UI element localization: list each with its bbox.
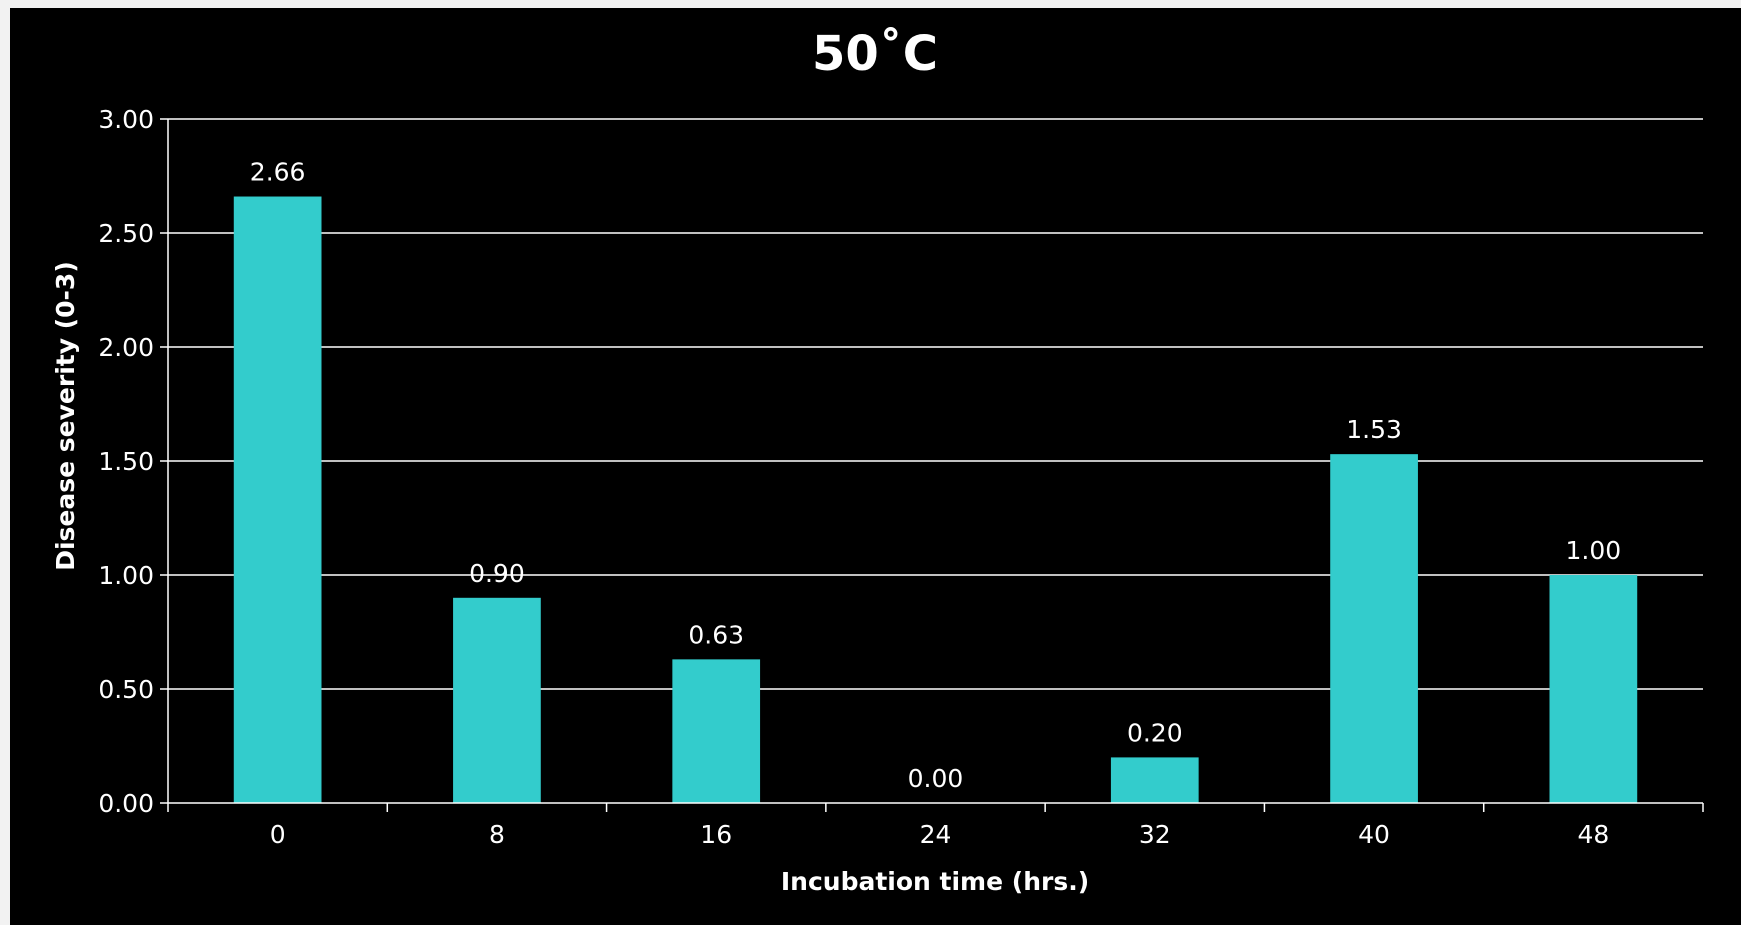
x-axis-title: Incubation time (hrs.) — [781, 867, 1089, 896]
y-axis-title: Disease severity (0-3) — [51, 261, 80, 571]
x-tick-label: 24 — [920, 820, 952, 849]
y-tick-label: 3.00 — [98, 105, 154, 134]
y-tick-label: 1.50 — [98, 447, 154, 476]
bar — [1330, 454, 1418, 803]
x-tick-label: 16 — [700, 820, 732, 849]
x-tick-label: 8 — [489, 820, 505, 849]
bar — [1549, 575, 1638, 803]
data-label: 0.00 — [908, 764, 964, 793]
bar — [453, 597, 541, 803]
y-tick-label: 0.50 — [98, 675, 154, 704]
gridlines — [168, 118, 1703, 690]
data-label: 0.20 — [1127, 718, 1183, 747]
x-tick-label: 32 — [1139, 820, 1171, 849]
x-tick-label: 40 — [1358, 820, 1390, 849]
bar — [672, 659, 761, 803]
chart-frame: 50˚C Disease severity (0-3) Incubation t… — [10, 8, 1741, 925]
data-label: 1.53 — [1346, 415, 1402, 444]
bar — [233, 196, 322, 803]
chart-title: 50˚C — [812, 26, 938, 82]
x-tick-label: 48 — [1577, 820, 1609, 849]
data-label: 1.00 — [1566, 536, 1622, 565]
y-tick-label: 2.50 — [98, 219, 154, 248]
bar-chart: 50˚C Disease severity (0-3) Incubation t… — [51, 26, 1704, 896]
y-tick-label: 1.00 — [98, 561, 154, 590]
x-tick-label: 0 — [270, 820, 286, 849]
axes — [160, 118, 1704, 812]
y-tick-label: 0.00 — [98, 789, 154, 818]
data-label: 0.90 — [469, 559, 525, 588]
bars — [233, 196, 1638, 803]
labels: 0.00 0.50 1.00 1.50 2.00 2.50 3.00 2.66 0 0.90 8 0.… — [98, 105, 1621, 849]
data-label: 2.66 — [250, 158, 306, 187]
data-label: 0.63 — [688, 620, 744, 649]
bar — [1110, 757, 1199, 803]
y-tick-label: 2.00 — [98, 333, 154, 362]
